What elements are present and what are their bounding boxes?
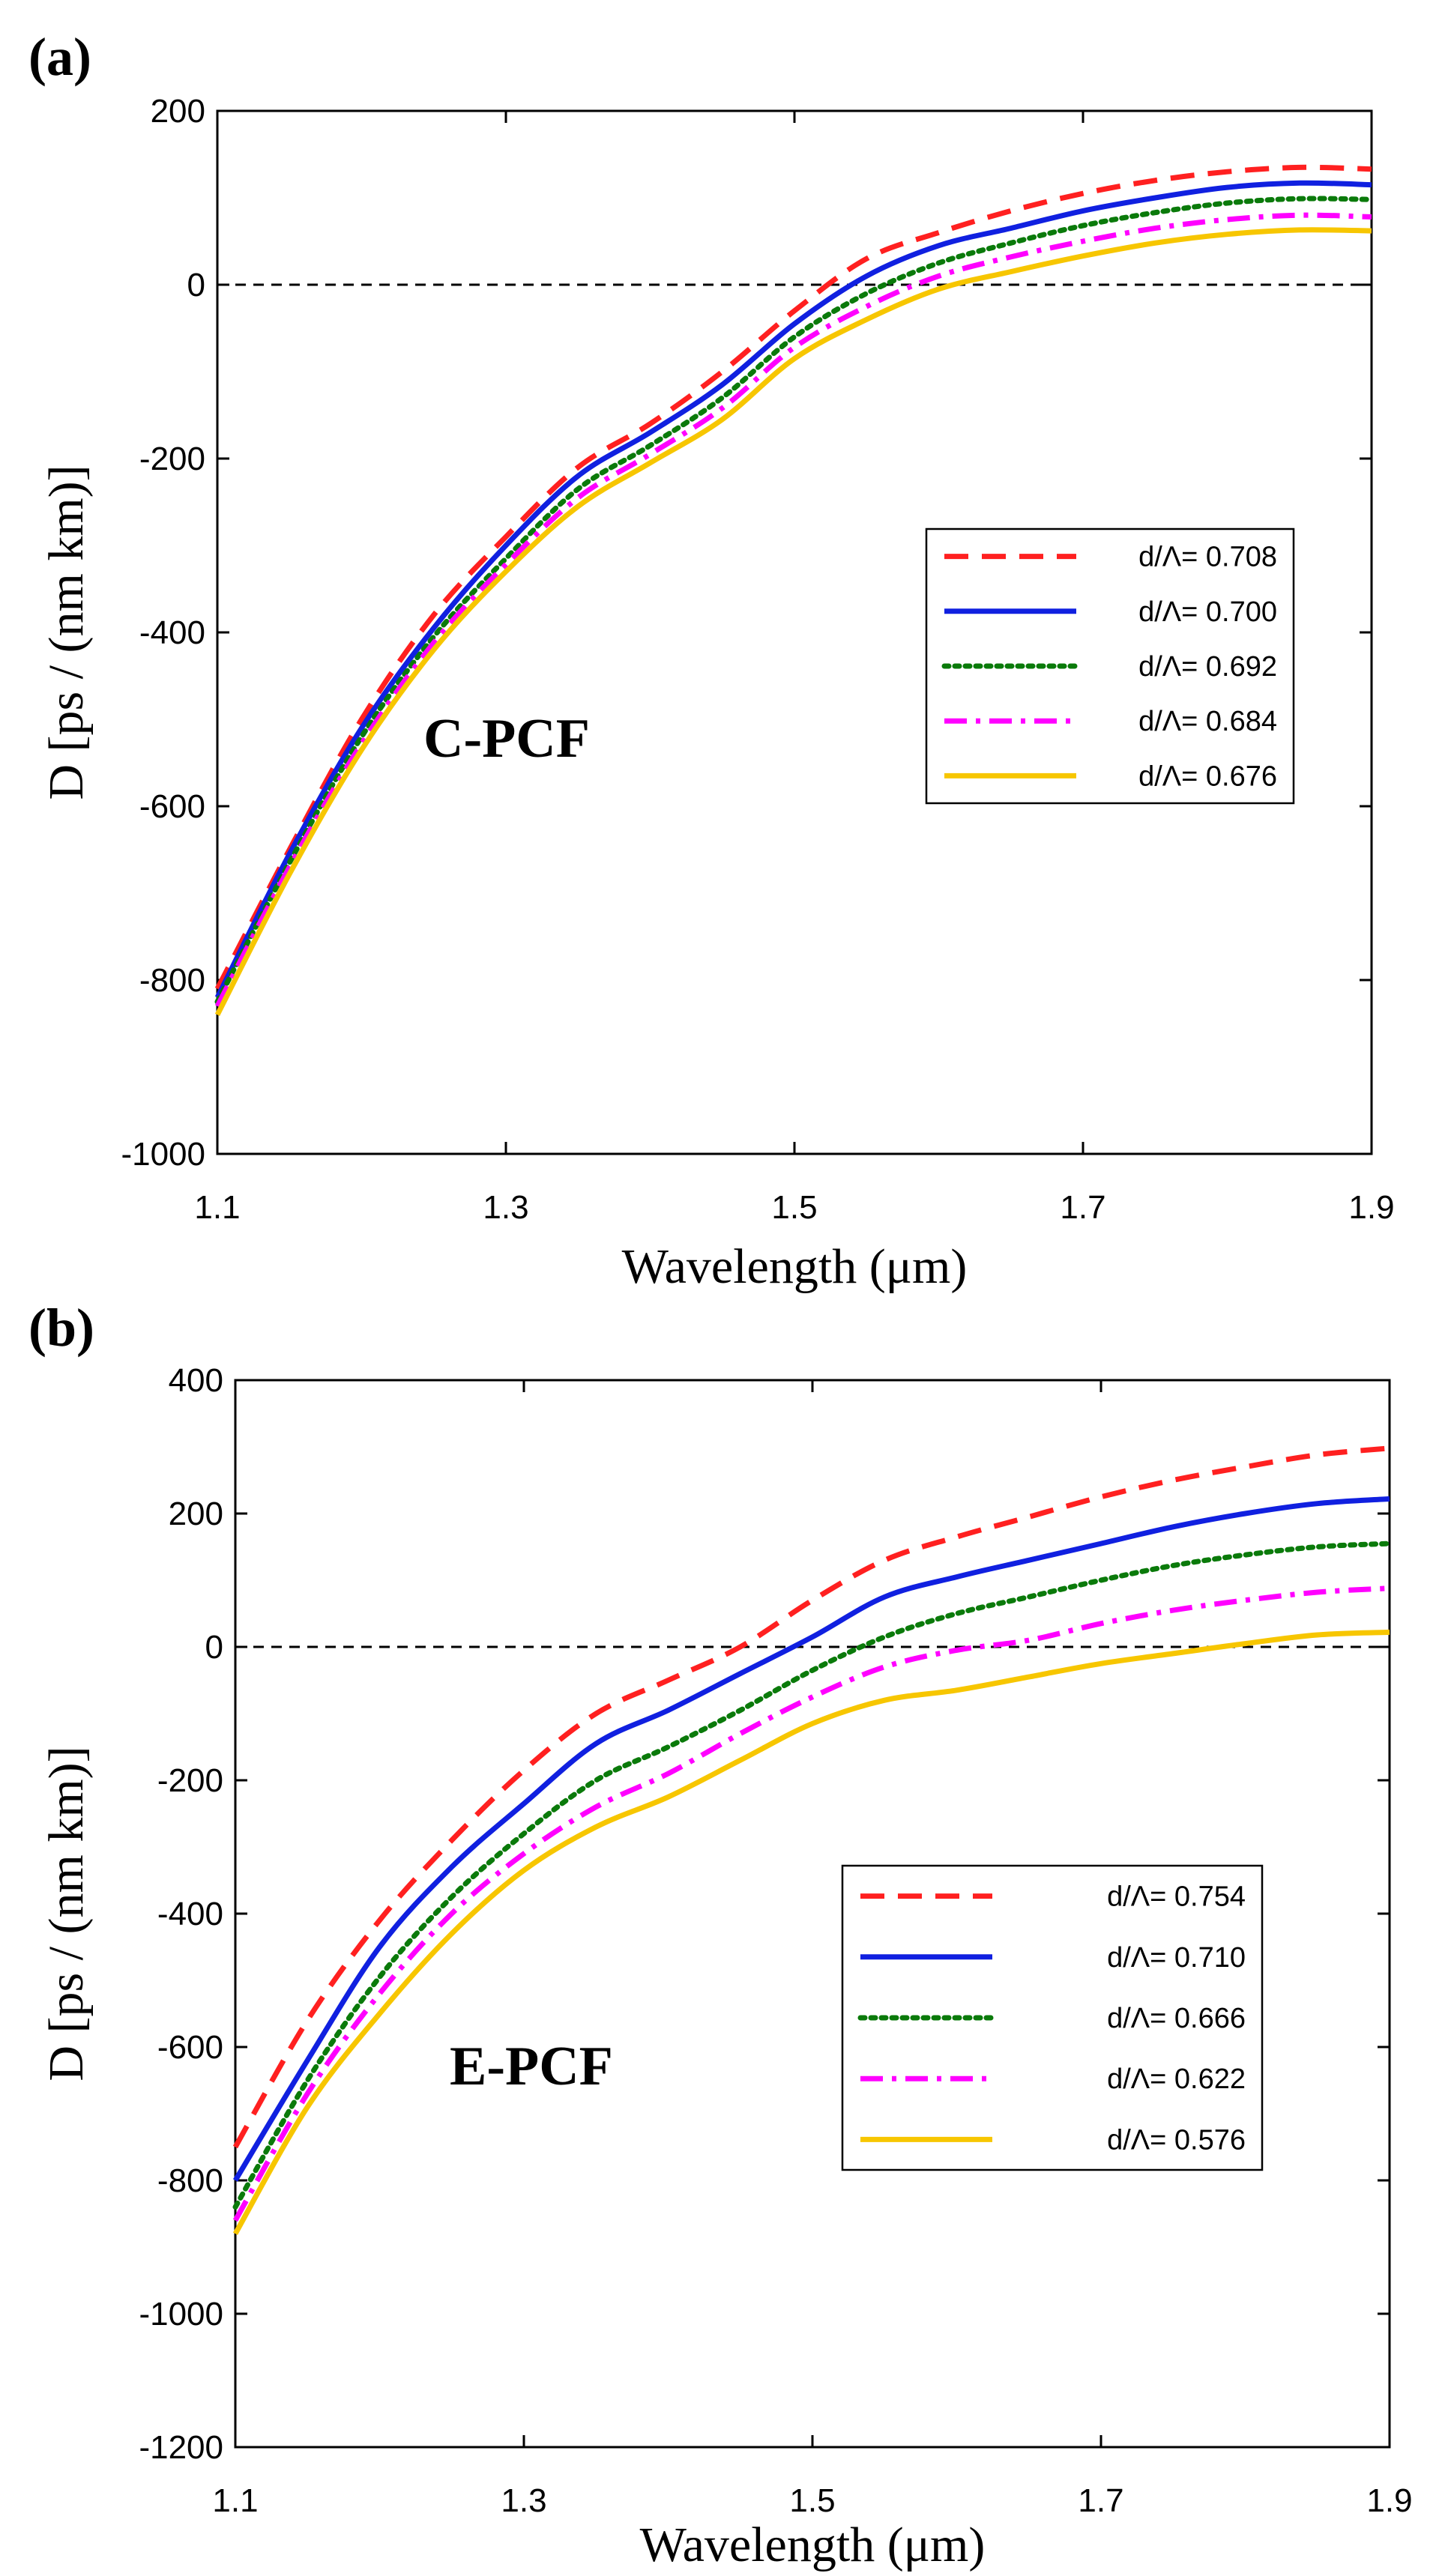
series-line-5 [232,1629,1390,2235]
series-line-2 [214,180,1372,999]
y-tick-label: -400 [157,1896,223,1932]
y-tick-label: 200 [169,1496,223,1532]
y-tick-label: 400 [169,1362,223,1399]
y-tick-label: 0 [187,267,205,303]
panel-b: (b) 400 200 0 -200 -400 -600 -800 -1000 -1200 1.1 1… [28,1298,1413,2572]
y-tick-label: -400 [139,614,205,651]
legend-label: d/Λ= 0.684 [1138,706,1277,737]
x-tick-label: 1.7 [1060,1189,1105,1226]
y-tick-label: 0 [205,1629,223,1666]
series-line-4 [232,1585,1390,2222]
y-tick-label: -200 [139,441,205,477]
x-axis-title: Wavelength (μm) [622,1239,968,1294]
y-tick-label: -200 [157,1762,223,1799]
x-tick-label: 1.1 [194,1189,240,1226]
x-tick-label: 1.5 [789,2482,835,2519]
x-tick-label: 1.7 [1078,2482,1123,2519]
series-line-3 [232,1541,1393,2210]
panel-label: (b) [28,1298,94,1358]
y-tick-label: -1000 [121,1136,205,1173]
series-line-3 [214,196,1375,1005]
y-tick-label: -1000 [139,2296,223,2332]
fiber-type-annotation: C-PCF [423,708,590,770]
series-line-5 [214,227,1372,1016]
series-line-1 [232,1445,1390,2149]
legend-label: d/Λ= 0.676 [1138,761,1277,792]
series-line-1 [214,164,1372,991]
y-tick-label: -800 [139,962,205,999]
panel-label: (a) [28,27,91,87]
legend-label: d/Λ= 0.708 [1138,542,1277,573]
legend: d/Λ= 0.708 d/Λ= 0.700 d/Λ= 0.692 d/Λ= 0.684… [925,527,1295,805]
legend-label: d/Λ= 0.700 [1138,596,1277,628]
y-axis-title: D [ps / (nm km)] [39,465,94,799]
y-tick-label: -600 [139,788,205,825]
legend-label: d/Λ= 0.710 [1107,1942,1246,1974]
fiber-type-annotation: E-PCF [450,2036,613,2097]
panel-a: (a) 200 0 -200 -400 -600 -800 -1000 1.1 1.3 1.5 1.7… [28,27,1395,1294]
x-tick-label: 1.5 [771,1189,817,1226]
x-tick-label: 1.1 [212,2482,258,2519]
y-tick-label: -600 [157,2029,223,2066]
x-tick-label: 1.9 [1366,2482,1412,2519]
x-tick-label: 1.9 [1348,1189,1394,1226]
x-tick-label: 1.3 [483,1189,528,1226]
x-tick-label: 1.3 [501,2482,546,2519]
y-tick-label: -1200 [139,2429,223,2466]
y-tick-label: 200 [151,93,205,130]
x-axis-title: Wavelength (μm) [640,2518,986,2572]
legend-label: d/Λ= 0.754 [1107,1881,1246,1913]
y-tick-label: -800 [157,2162,223,2199]
series-line-4 [214,212,1372,1008]
series-line-2 [232,1496,1390,2182]
y-axis-title: D [ps / (nm km)] [39,1746,94,2081]
legend-label: d/Λ= 0.622 [1107,2063,1246,2095]
legend-label: d/Λ= 0.692 [1138,651,1277,683]
legend: d/Λ= 0.754 d/Λ= 0.710 d/Λ= 0.666 d/Λ= 0.622… [841,1864,1264,2171]
legend-label: d/Λ= 0.666 [1107,2003,1246,2034]
legend-label: d/Λ= 0.576 [1107,2124,1246,2156]
